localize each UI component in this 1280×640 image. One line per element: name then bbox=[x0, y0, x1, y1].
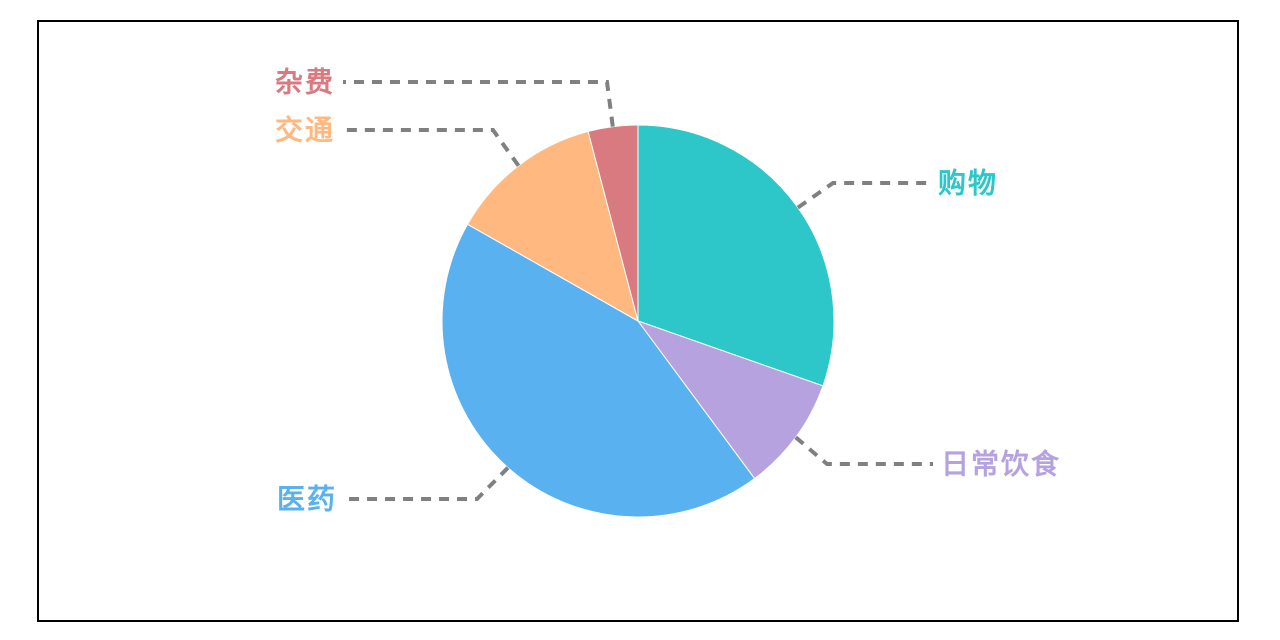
slice-label-购物: 购物 bbox=[938, 167, 998, 200]
label-line-交通 bbox=[343, 128, 521, 167]
label-line-杂费 bbox=[343, 80, 615, 127]
pie-slice-医药[interactable] bbox=[441, 223, 756, 518]
label-line-医药 bbox=[345, 466, 510, 501]
slice-label-医药: 医药 bbox=[277, 483, 337, 516]
label-line-日常饮食 bbox=[794, 435, 933, 466]
pie-slice-杂费[interactable] bbox=[587, 124, 639, 322]
label-line-购物 bbox=[796, 181, 930, 210]
pie-slice-购物[interactable] bbox=[637, 124, 835, 387]
pie-slice-日常饮食[interactable] bbox=[636, 319, 824, 480]
slice-label-杂费: 杂费 bbox=[275, 66, 335, 99]
slice-label-日常饮食: 日常饮食 bbox=[941, 448, 1061, 481]
slice-label-交通: 交通 bbox=[275, 114, 335, 147]
